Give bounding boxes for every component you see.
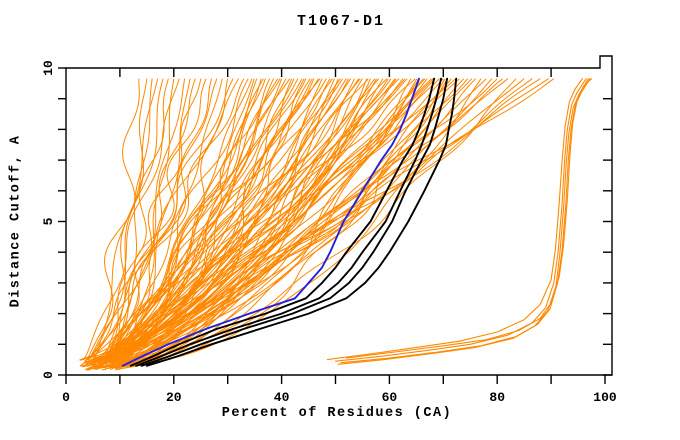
outlier-curve-1 — [334, 78, 587, 362]
ensemble-curve — [91, 78, 159, 370]
y-axis-label: Distance Cutoff, A — [8, 134, 24, 308]
outlier-curve-5 — [345, 78, 593, 359]
ensemble-curve — [99, 78, 389, 365]
ensemble-curve — [89, 78, 396, 364]
ensemble-curve — [115, 78, 255, 370]
ensemble-curve — [93, 78, 426, 361]
x-tick-label: 0 — [62, 390, 70, 405]
ensemble-curve — [85, 78, 164, 361]
ensemble-curve — [105, 78, 249, 365]
black-model-curve-2 — [135, 77, 443, 367]
x-tick-label: 40 — [274, 390, 290, 405]
ensemble-curve — [119, 78, 446, 362]
y-tick-label: 0 — [41, 371, 56, 379]
ensemble-curve — [104, 78, 376, 365]
ensemble-curve — [118, 78, 449, 368]
y-tick-label: 5 — [41, 217, 56, 225]
ensemble-curve — [109, 78, 313, 362]
ensemble-curve — [97, 78, 321, 369]
ensemble-curve — [93, 78, 406, 370]
ensemble-curve — [83, 78, 361, 364]
x-tick-label: 20 — [166, 390, 182, 405]
ensemble-curve — [108, 78, 444, 369]
blue-model-curve — [121, 77, 420, 367]
outlier-curve-2 — [326, 78, 583, 361]
ensemble-curve — [94, 78, 281, 363]
ensemble-curve — [118, 78, 418, 364]
ensemble-curve — [115, 78, 360, 361]
ensemble-curve — [111, 78, 153, 365]
ensemble-curve — [119, 78, 295, 367]
ensemble-curve — [87, 78, 333, 370]
black-model-curve-4 — [145, 77, 458, 367]
ensemble-curve — [101, 78, 305, 371]
ensemble-curve — [114, 78, 175, 371]
ensemble-curve — [110, 78, 303, 364]
ensemble-curve — [91, 78, 234, 362]
outlier-curve-3 — [340, 78, 591, 364]
ensemble-curve — [109, 78, 186, 370]
ensemble-curve — [90, 78, 369, 366]
ensemble-curve — [82, 78, 473, 368]
ensemble-curve — [115, 78, 377, 363]
ensemble-curve — [92, 78, 223, 362]
x-tick-label: 80 — [489, 390, 505, 405]
ensemble-curve — [95, 78, 341, 371]
chart-title: T1067-D1 — [296, 13, 386, 30]
ensemble-curve — [93, 78, 397, 370]
black-model-curve-1 — [129, 77, 436, 367]
ensemble-curve — [108, 78, 196, 361]
ensemble-curve — [85, 78, 239, 367]
x-tick-label: 100 — [593, 390, 617, 405]
ensemble-curve — [87, 78, 533, 363]
ensemble-curve — [85, 78, 319, 362]
ensemble-curve — [84, 78, 202, 362]
black-model-curve-3 — [140, 77, 449, 367]
ensemble-curve — [82, 78, 180, 361]
ensemble-curve — [85, 78, 487, 365]
ensemble-curve — [91, 78, 311, 365]
y-tick-label: 10 — [41, 60, 56, 76]
ensemble-curve — [103, 78, 218, 365]
x-axis-label: Percent of Residues (CA) — [221, 406, 453, 421]
x-tick-label: 60 — [382, 390, 398, 405]
outlier-curve-4 — [337, 78, 589, 365]
ensemble-curve — [79, 78, 140, 367]
ensemble-curve — [115, 78, 355, 368]
ensemble-curve — [88, 78, 245, 361]
